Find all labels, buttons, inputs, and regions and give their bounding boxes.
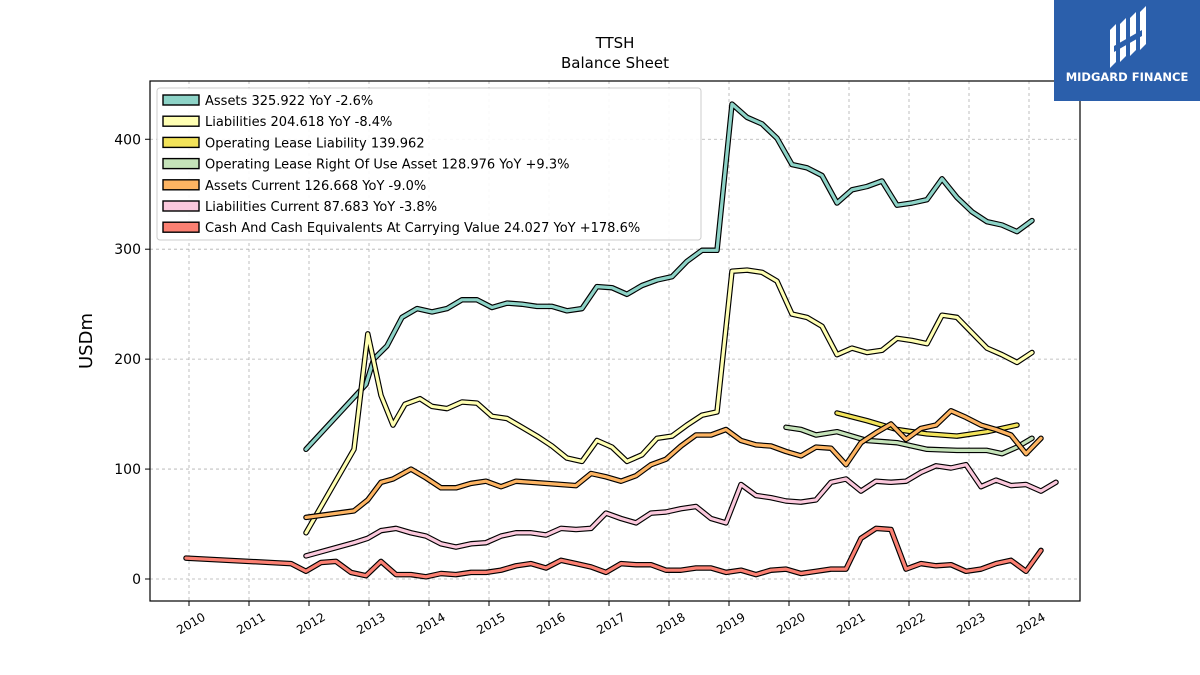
y-tick-label: 300	[114, 242, 141, 258]
legend-label: Liabilities 204.618 YoY -8.4%	[205, 115, 392, 130]
brand-name: MIDGARD FINANCE	[1065, 70, 1189, 84]
x-axis-ticks: 2010 2011 2012 2013 2014 2015 2016 2017 2018 2019…	[174, 601, 1048, 637]
legend-swatch	[162, 115, 200, 127]
x-tick-label: 2019	[714, 610, 747, 637]
y-tick-label: 100	[114, 462, 141, 478]
series-line-operating-lease-liability	[835, 411, 1019, 438]
legend-swatch	[162, 200, 200, 212]
x-tick-label: 2013	[354, 610, 387, 637]
y-tick-label: 200	[114, 352, 141, 368]
legend-label: Assets Current 126.668 YoY -9.0%	[205, 179, 426, 194]
legend-swatch	[162, 136, 200, 149]
legend-swatch	[162, 221, 200, 233]
series-lines	[183, 101, 1059, 580]
brand-logo: MIDGARD FINANCE	[1054, 0, 1200, 101]
series-line-operating-lease-right-of-use-asset	[784, 425, 1034, 456]
x-tick-label: 2015	[474, 610, 507, 637]
x-tick-label: 2018	[654, 610, 687, 637]
legend-label: Cash And Cash Equivalents At Carrying Va…	[205, 221, 640, 236]
y-axis-label: USDm	[76, 313, 97, 369]
legend-label: Assets 325.922 YoY -2.6%	[205, 94, 373, 109]
x-tick-label: 2024	[1014, 610, 1047, 637]
legend-swatch	[162, 94, 200, 106]
y-tick-label: 0	[132, 572, 141, 588]
x-tick-label: 2020	[774, 610, 807, 637]
legend: Assets 325.922 YoY -2.6% Liabilities 204.…	[156, 87, 702, 241]
legend-swatch	[162, 179, 200, 191]
plot-frame	[149, 80, 1081, 602]
x-tick-label: 2023	[954, 610, 987, 637]
y-tick-label: 400	[114, 132, 141, 148]
series-line-cash-and-cash-equivalents-at-carrying-value	[184, 526, 1043, 579]
x-tick-label: 2014	[414, 610, 447, 637]
x-tick-label: 2022	[894, 610, 927, 637]
legend-box	[156, 87, 702, 241]
chart-title: TTSH	[595, 34, 635, 52]
x-tick-label: 2017	[594, 610, 627, 637]
legend-label: Operating Lease Liability 139.962	[205, 136, 425, 151]
x-tick-label: 2021	[834, 610, 867, 637]
series-line-liabilities-current	[304, 463, 1058, 558]
series-line-assets-current	[304, 409, 1043, 520]
legend-label: Operating Lease Right Of Use Asset 128.9…	[205, 158, 569, 173]
legend-swatch	[162, 157, 200, 170]
chart-subtitle: Balance Sheet	[561, 54, 669, 72]
x-tick-label: 2012	[294, 610, 327, 637]
logo-mark-icon	[1110, 6, 1146, 68]
series-line-liabilities	[304, 268, 1034, 535]
y-axis-ticks: 0 100 200 300 400	[114, 132, 150, 588]
series-line-assets	[304, 102, 1034, 451]
x-tick-label: 2010	[174, 610, 207, 637]
x-tick-label: 2016	[534, 610, 567, 637]
legend-label: Liabilities Current 87.683 YoY -3.8%	[205, 200, 437, 215]
x-tick-label: 2011	[234, 610, 267, 637]
